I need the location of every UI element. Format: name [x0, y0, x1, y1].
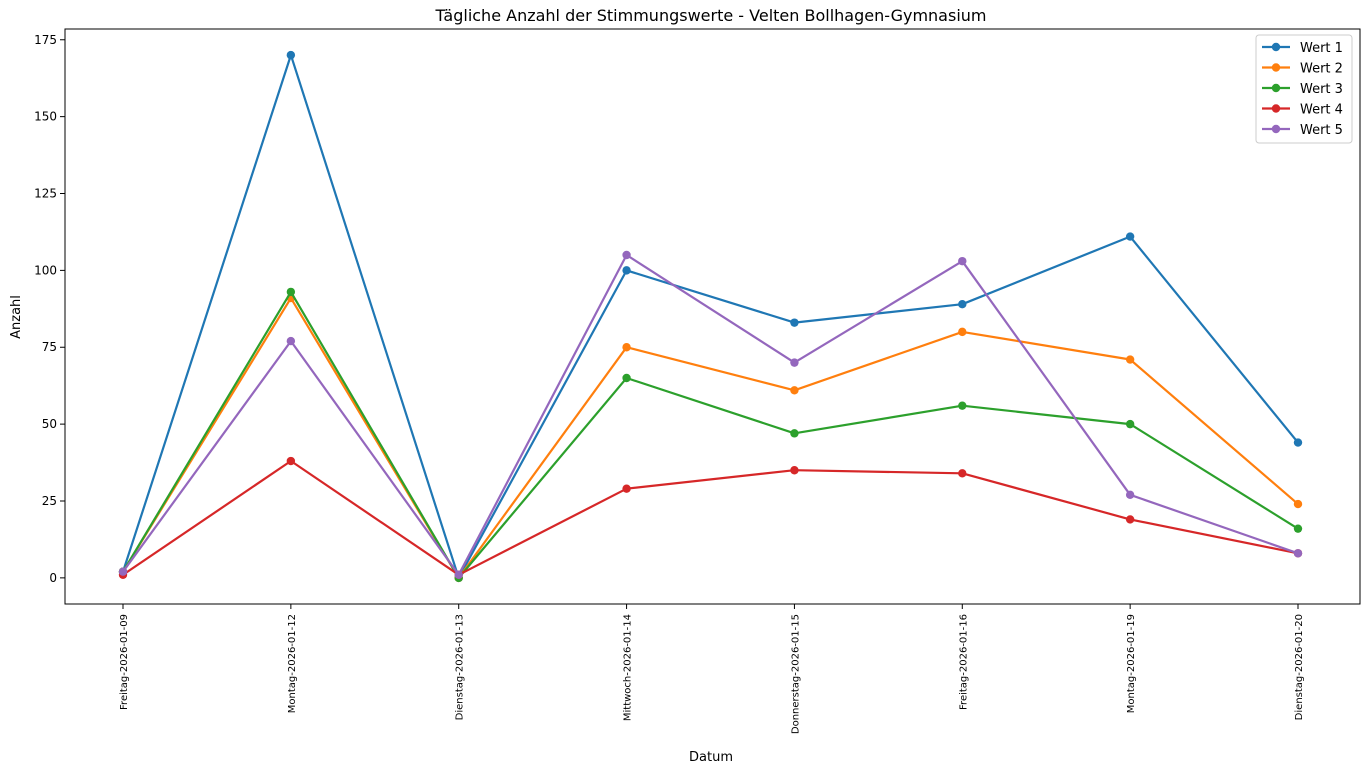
x-tick-label: Freitag-2026-01-09	[119, 614, 130, 710]
y-tick-label: 100	[34, 263, 57, 277]
legend-item: Wert 3	[1262, 82, 1343, 97]
series-line	[122, 290, 1299, 580]
legend-item: Wert 2	[1262, 62, 1343, 77]
y-tick-label: 25	[42, 494, 57, 508]
legend: Wert 1 Wert 2 Wert 3 Wert 4 Wert 5	[1255, 34, 1353, 144]
x-tick-label: Dienstag-2026-01-20	[1294, 614, 1305, 720]
data-point	[622, 484, 631, 493]
legend-label: Wert 5	[1300, 123, 1343, 138]
data-point	[286, 336, 296, 346]
data-point	[622, 250, 631, 260]
plot-frame	[64, 28, 1361, 605]
y-tick-label: 150	[34, 110, 57, 124]
data-point	[286, 456, 296, 466]
data-point	[1125, 232, 1135, 241]
y-tick-label: 75	[42, 340, 57, 354]
series-line	[121, 53, 1299, 580]
x-tick-label: Montag-2026-01-19	[1126, 614, 1137, 713]
data-point	[1125, 515, 1135, 524]
legend-item: Wert 4	[1262, 103, 1343, 118]
data-point	[1293, 549, 1303, 558]
data-point	[1293, 438, 1303, 447]
data-point	[1293, 524, 1303, 533]
legend-marker	[1271, 124, 1281, 134]
data-point	[286, 287, 296, 297]
data-point	[790, 318, 799, 327]
legend-label: Wert 4	[1300, 103, 1343, 118]
y-tick-label: 50	[42, 417, 57, 431]
y-tick-label: 175	[34, 33, 57, 47]
series-line	[122, 297, 1299, 580]
legend-marker	[1271, 104, 1281, 113]
data-point	[622, 266, 631, 275]
x-tick-label: Freitag-2026-01-16	[958, 614, 969, 710]
data-point	[622, 373, 631, 383]
x-tick-label: Montag-2026-01-12	[287, 614, 298, 713]
data-point	[958, 469, 967, 478]
data-point	[1125, 490, 1135, 500]
data-point	[958, 401, 967, 410]
data-point	[622, 343, 631, 352]
data-point	[958, 300, 967, 309]
data-point	[1125, 355, 1135, 364]
legend-item: Wert 5	[1262, 123, 1343, 138]
y-tick-label: 0	[49, 571, 57, 585]
data-point	[790, 466, 799, 475]
chart-title: Tägliche Anzahl der Stimmungswerte - Vel…	[435, 6, 987, 25]
legend-marker	[1271, 63, 1281, 72]
legend-frame	[1255, 34, 1353, 144]
data-point	[454, 570, 463, 579]
data-point	[790, 386, 799, 395]
x-tick-label: Mittwoch-2026-01-14	[623, 614, 634, 721]
legend-label: Wert 1	[1300, 41, 1343, 56]
data-point	[790, 429, 799, 438]
data-point	[118, 567, 128, 576]
x-tick-label: Donnerstag-2026-01-15	[790, 614, 801, 734]
legend-marker	[1271, 83, 1281, 93]
legend-marker	[1271, 42, 1281, 52]
legend-label: Wert 3	[1300, 82, 1343, 97]
y-axis-label: Anzahl	[9, 295, 24, 339]
series-line	[122, 253, 1299, 576]
y-tick-label: 125	[34, 187, 57, 201]
data-point	[958, 327, 967, 337]
data-point	[958, 256, 967, 266]
x-axis-label: Datum	[689, 750, 733, 765]
data-point	[286, 50, 296, 60]
x-axis-ticks: Freitag-2026-01-09 Montag-2026-01-12 Diens…	[119, 604, 1305, 734]
data-point	[1293, 499, 1303, 509]
data-point	[1125, 419, 1135, 429]
series-group	[118, 50, 1303, 583]
x-tick-label: Dienstag-2026-01-13	[455, 614, 466, 720]
y-axis-ticks: 0 25 50 75 100 125 150 175	[34, 33, 65, 585]
data-point	[790, 358, 799, 367]
legend-label: Wert 2	[1300, 62, 1343, 77]
series-line	[122, 459, 1299, 576]
series-wert-5	[118, 250, 1303, 579]
legend-item: Wert 1	[1262, 41, 1343, 56]
